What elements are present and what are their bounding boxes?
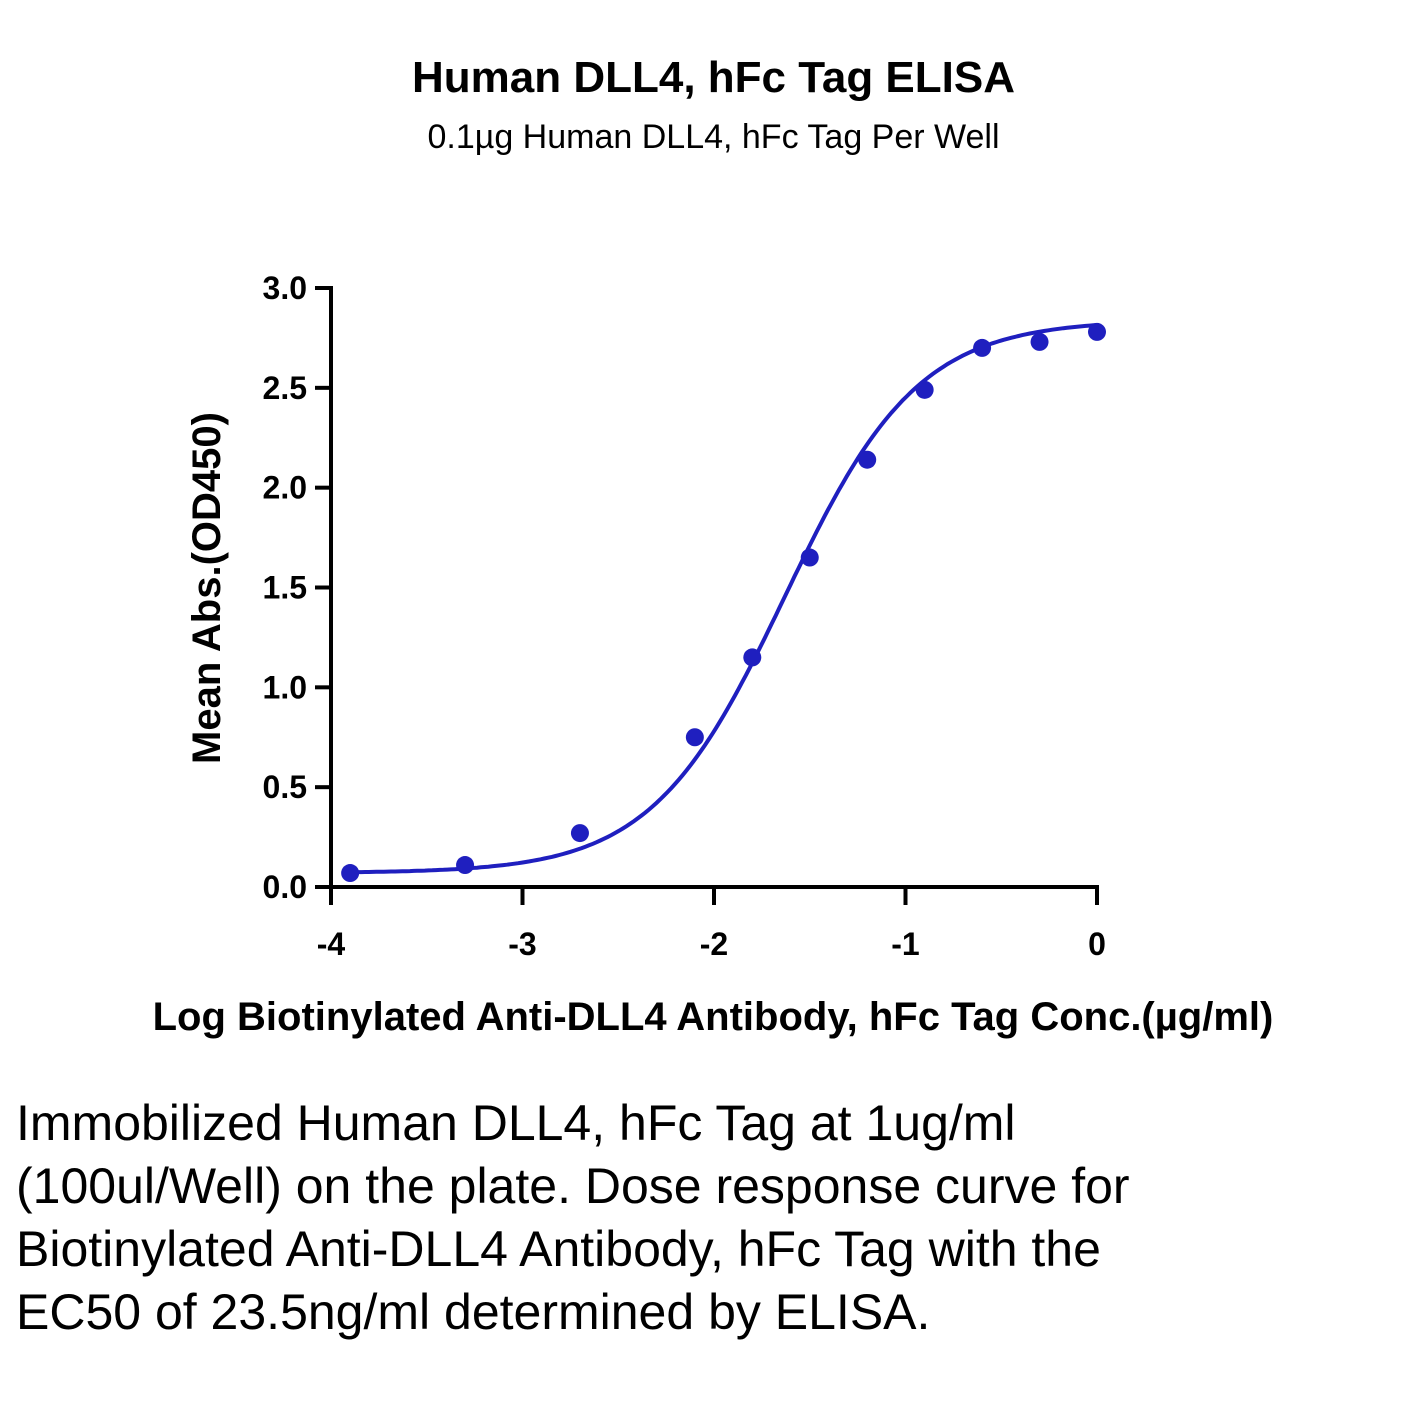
- data-point: [858, 450, 877, 469]
- data-point: [1088, 322, 1106, 341]
- fit-curve: [350, 323, 1098, 875]
- y-tick-label: 2.5: [263, 370, 307, 406]
- data-point: [570, 824, 589, 843]
- chart-subtitle: 0.1µg Human DLL4, hFc Tag Per Well: [427, 118, 1000, 156]
- x-tick-label: -3: [508, 926, 536, 962]
- y-tick-label: 1.0: [263, 669, 307, 705]
- x-tick-label: -2: [700, 926, 728, 962]
- data-point: [800, 548, 819, 567]
- data-point: [743, 648, 762, 667]
- y-tick-label: 0.0: [263, 869, 307, 905]
- x-tick-label: 0: [1088, 926, 1106, 962]
- y-axis-label: Mean Abs.(OD450): [185, 412, 229, 764]
- data-point: [456, 856, 475, 875]
- data-point: [685, 728, 704, 747]
- caption-text: Immobilized Human DLL4, hFc Tag at 1ug/m…: [16, 1095, 1130, 1340]
- data-point: [341, 864, 360, 883]
- y-axis: 0.0 0.5 1.0 1.5 2.0 2.5 3.0: [263, 270, 333, 905]
- chart-svg: 0.0 0.5 1.0 1.5 2.0 2.5 3.0 -4 -3 -2 -1 0 Log Biot…: [153, 270, 1274, 1039]
- data-point: [915, 380, 934, 399]
- data-point: [1030, 332, 1049, 351]
- y-tick-label: 1.5: [263, 570, 307, 606]
- x-tick-label: -4: [317, 926, 346, 962]
- y-tick-label: 0.5: [263, 769, 307, 805]
- y-tick-label: 3.0: [263, 270, 307, 306]
- data-point: [973, 338, 992, 357]
- x-tick-label: -1: [891, 926, 919, 962]
- chart-title: Human DLL4, hFc Tag ELISA: [411, 53, 1015, 102]
- data-points: [341, 322, 1106, 883]
- y-tick-label: 2.0: [263, 470, 307, 506]
- x-axis: -4 -3 -2 -1 0: [317, 885, 1106, 962]
- x-axis-label: Log Biotinylated Anti-DLL4 Antibody, hFc…: [153, 995, 1274, 1039]
